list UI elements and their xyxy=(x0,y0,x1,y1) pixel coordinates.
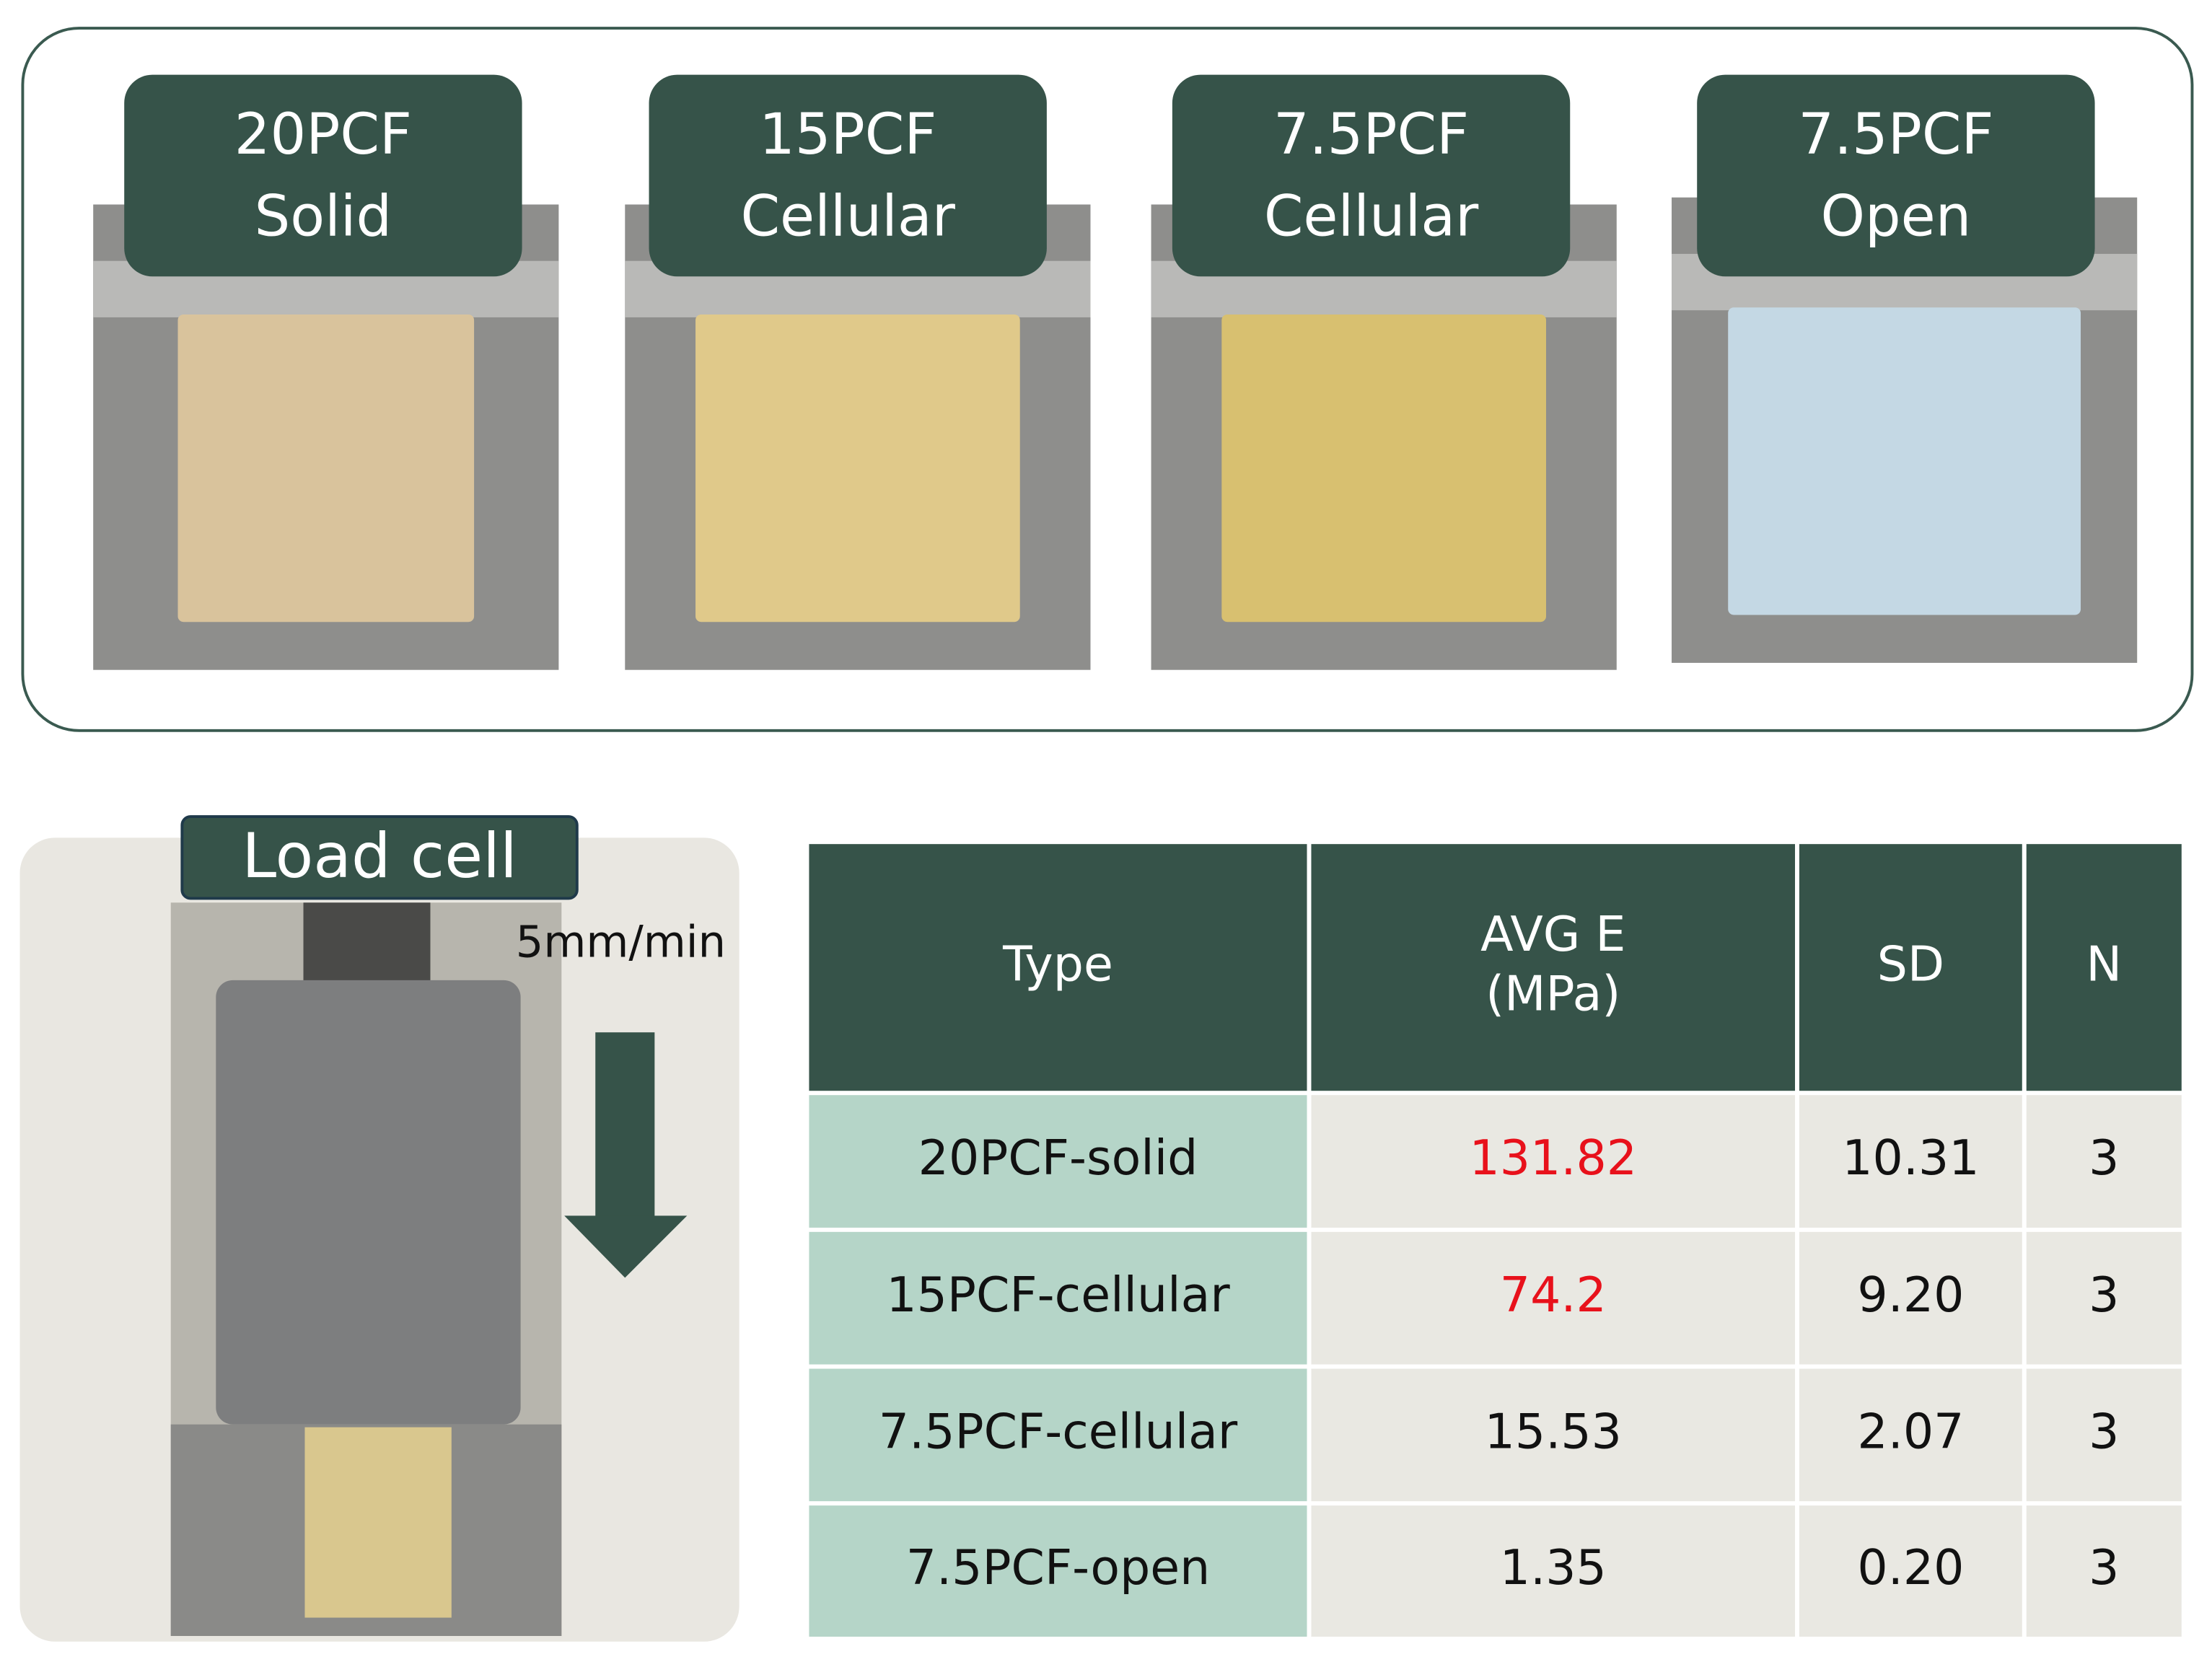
header-text: (MPa) xyxy=(1485,965,1620,1021)
specimen-label: Solid xyxy=(255,183,392,249)
table-cell xyxy=(2022,1227,2186,1369)
cell-text: 1.35 xyxy=(1500,1539,1607,1596)
table-cell xyxy=(1795,1227,2027,1369)
specimen-label: Cellular xyxy=(1264,183,1479,249)
specimen-label: Cellular xyxy=(740,183,955,249)
specimen-label: 20PCF xyxy=(234,102,412,167)
header-cell xyxy=(2022,840,2186,1096)
table-cell xyxy=(804,1091,1312,1232)
thread xyxy=(303,902,431,988)
specimen xyxy=(1728,307,2081,615)
header-text: N xyxy=(2086,936,2122,992)
table-cell xyxy=(1307,1227,1799,1369)
header-text: SD xyxy=(1877,936,1944,992)
cell-text: 3 xyxy=(2089,1539,2119,1596)
label-box xyxy=(1697,74,2095,277)
specimen xyxy=(695,315,1020,623)
cell-text: 131.82 xyxy=(1469,1130,1637,1186)
header-cell xyxy=(1795,840,2027,1096)
cell-text: 3 xyxy=(2089,1403,2119,1459)
specimen xyxy=(304,1427,452,1618)
specimen-label: Open xyxy=(1820,183,1971,249)
specimen xyxy=(177,315,475,623)
cell-text: 2.07 xyxy=(1857,1403,1964,1459)
label-box xyxy=(1172,74,1571,277)
arrow-shaft xyxy=(595,1032,655,1219)
cell-text: 20PCF-solid xyxy=(918,1130,1198,1186)
cell-text: 7.5PCF-open xyxy=(906,1539,1211,1596)
cell-text: 0.20 xyxy=(1857,1539,1964,1596)
specimen-label: 7.5PCF xyxy=(1798,102,1993,167)
table-cell xyxy=(1795,1091,2027,1232)
specimen xyxy=(1221,315,1547,623)
cell-text: 7.5PCF-cellular xyxy=(879,1403,1238,1459)
load-cell-box xyxy=(180,815,579,900)
table-cell xyxy=(804,1501,1312,1641)
specimen-label: 7.5PCF xyxy=(1273,102,1469,167)
table-cell xyxy=(1307,1364,1799,1506)
table-cell xyxy=(2022,1501,2186,1641)
header-text: AVG E xyxy=(1480,906,1625,962)
cell-text: 3 xyxy=(2089,1130,2119,1186)
cell-text: 10.31 xyxy=(1842,1130,1979,1186)
arrow-head xyxy=(564,1215,688,1278)
cell-text: 9.20 xyxy=(1857,1267,1964,1323)
specimen-label: 15PCF xyxy=(759,102,936,167)
load-cell-label: Load cell xyxy=(242,820,517,892)
header-cell xyxy=(1307,840,1799,1096)
cell-text: 15PCF-cellular xyxy=(886,1267,1230,1323)
table-cell xyxy=(2022,1091,2186,1232)
header-text: Type xyxy=(1002,936,1113,992)
label-box xyxy=(124,74,522,277)
table-cell xyxy=(1307,1091,1799,1232)
speed-label: 5mm/min xyxy=(516,918,726,968)
cylinder xyxy=(216,980,521,1425)
header-cell xyxy=(804,840,1312,1096)
cell-text: 15.53 xyxy=(1485,1403,1622,1459)
specimen-frame xyxy=(21,27,2194,732)
table-cell xyxy=(2022,1364,2186,1506)
label-box xyxy=(649,74,1047,277)
cell-text: 3 xyxy=(2089,1267,2119,1323)
table-cell xyxy=(804,1364,1312,1506)
cell-text: 74.2 xyxy=(1500,1267,1607,1323)
